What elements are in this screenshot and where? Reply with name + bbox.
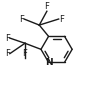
Text: N: N [45,58,52,67]
Text: F: F [5,49,10,58]
Text: F: F [44,2,49,11]
Text: F: F [59,15,64,24]
Text: F: F [23,49,27,58]
Text: F: F [19,15,24,24]
Text: F: F [5,34,10,43]
